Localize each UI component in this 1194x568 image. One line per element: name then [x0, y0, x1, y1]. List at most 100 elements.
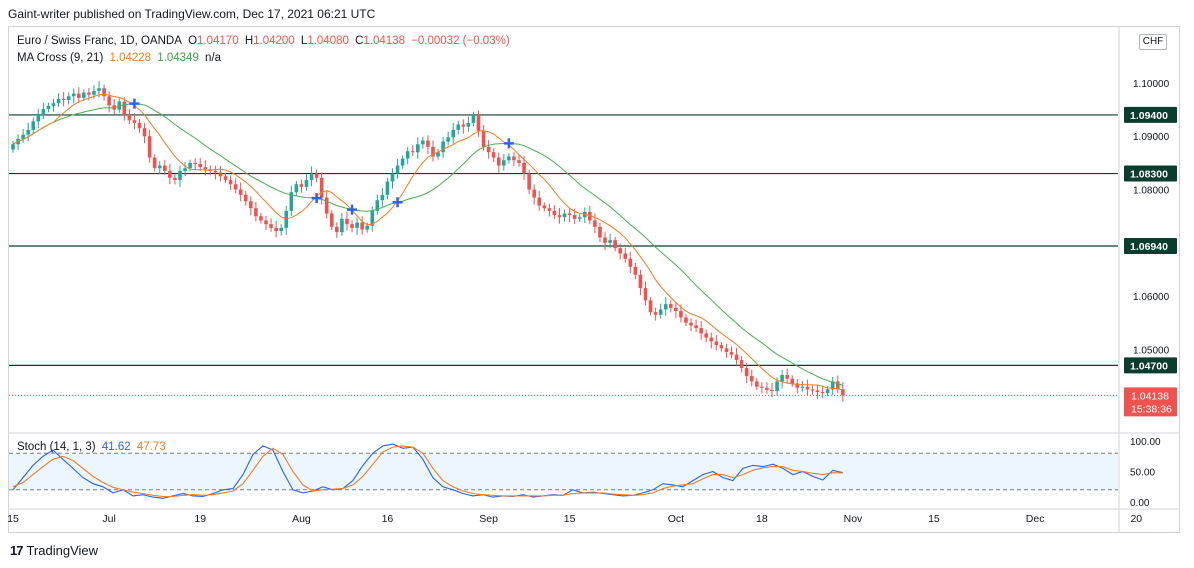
candle-body [254, 208, 258, 217]
candle-body [653, 312, 658, 315]
candle-body [496, 157, 501, 166]
candle-body [790, 378, 795, 384]
candle-body [593, 220, 597, 227]
candle-body [785, 374, 789, 379]
candle-body [628, 258, 633, 267]
ohlc-legend: Euro / Swiss Franc, 1D, OANDA O1.04170 H… [17, 35, 513, 47]
ma-legend: MA Cross (9, 21) 1.04228 1.04349 n/a [17, 52, 224, 64]
candle-body [41, 109, 46, 114]
candle-body [61, 98, 66, 101]
candle-body [51, 103, 56, 106]
candle-body [102, 88, 106, 97]
price-tick-label: 1.06000 [1133, 292, 1170, 303]
candle-body [749, 376, 754, 382]
candle-body [66, 96, 71, 101]
candle-body [178, 170, 182, 180]
candle-body [365, 225, 369, 230]
candle-body [274, 227, 278, 232]
candle-body [694, 325, 698, 329]
stoch-band [9, 453, 1118, 490]
ma-cross-marker [129, 98, 140, 109]
time-tick-label: 18 [756, 513, 768, 525]
currency-button[interactable]: CHF [1139, 34, 1167, 50]
candle-body [835, 381, 840, 390]
stoch-title: Stoch (14, 1, 3) [17, 441, 96, 453]
candle-body [810, 389, 815, 391]
last-price-tag [1124, 387, 1177, 417]
candle-body [345, 218, 349, 225]
candle-body [168, 170, 172, 178]
candle-body [163, 165, 167, 171]
candle-body [638, 274, 643, 289]
candle-body [719, 345, 724, 349]
ma-cross-marker [311, 193, 322, 204]
candle-body [841, 389, 845, 396]
candle-body [340, 218, 344, 233]
ma-fast-value: 1.04228 [109, 52, 152, 64]
candle-body [319, 177, 324, 198]
ma-cross-marker [503, 138, 514, 149]
time-tick-label: Aug [292, 513, 311, 525]
stoch-series-line [12, 445, 843, 498]
stoch-legend: Stoch (14, 1, 3) 41.62 47.73 [17, 441, 169, 453]
time-tick-label: 15 [7, 513, 19, 525]
level-price-tag [1124, 106, 1177, 123]
candle-body [198, 163, 203, 168]
candle-body [441, 141, 445, 153]
candle-body [350, 224, 354, 228]
candle-body [522, 162, 526, 174]
candle-body [618, 248, 622, 254]
chart-frame[interactable] [8, 26, 1180, 533]
candle-body [648, 300, 653, 313]
candle-body [527, 173, 531, 190]
stoch-tick-label: 50.00 [1130, 468, 1155, 479]
candle-body [572, 215, 577, 219]
candle-body [183, 168, 187, 171]
candle-body [324, 197, 329, 214]
candle-body [577, 217, 582, 219]
candle-body [223, 176, 228, 180]
time-tick-label: 16 [382, 513, 394, 525]
ma-fast-line [12, 93, 843, 391]
footer: 17 TradingView [10, 543, 98, 558]
candle-body [329, 213, 334, 227]
candle-body [613, 240, 617, 249]
candle-body [431, 146, 435, 157]
publish-caption: Gaint-writer published on TradingView.co… [8, 7, 376, 21]
candle-body [451, 129, 456, 138]
low-value: 1.04080 [307, 35, 349, 47]
time-tick-label: Oct [668, 513, 684, 525]
candle-body [385, 181, 390, 195]
candle-body [512, 156, 516, 161]
candle-body [446, 137, 450, 142]
candle-body [390, 173, 395, 182]
candle-body [97, 88, 101, 91]
candle-body [71, 93, 76, 97]
candle-body [228, 179, 233, 185]
candle-body [739, 360, 744, 369]
time-tick-label: Sep [479, 513, 498, 525]
candle-body [233, 184, 238, 190]
level-price-label: 1.04700 [1130, 360, 1168, 372]
candle-body [775, 381, 779, 391]
candle-body [805, 386, 810, 390]
price-tick-label: 1.09000 [1133, 132, 1170, 143]
last-price-label: 1.04138 [1131, 390, 1169, 402]
candle-body [542, 205, 547, 209]
candle-body [744, 368, 749, 377]
candle-body [724, 348, 729, 353]
ma-extra-value: n/a [205, 52, 222, 64]
candle-body [689, 322, 693, 326]
candle-body [679, 311, 683, 318]
candle-body [46, 105, 51, 110]
candle-body [142, 128, 147, 137]
candle-body [684, 317, 688, 323]
candle-body [355, 222, 359, 228]
candle-body [623, 253, 628, 259]
level-price-label: 1.08300 [1130, 169, 1168, 181]
candle-body [517, 160, 521, 163]
candle-body [173, 177, 177, 180]
candle-body [491, 152, 496, 158]
candle-body [547, 208, 552, 211]
